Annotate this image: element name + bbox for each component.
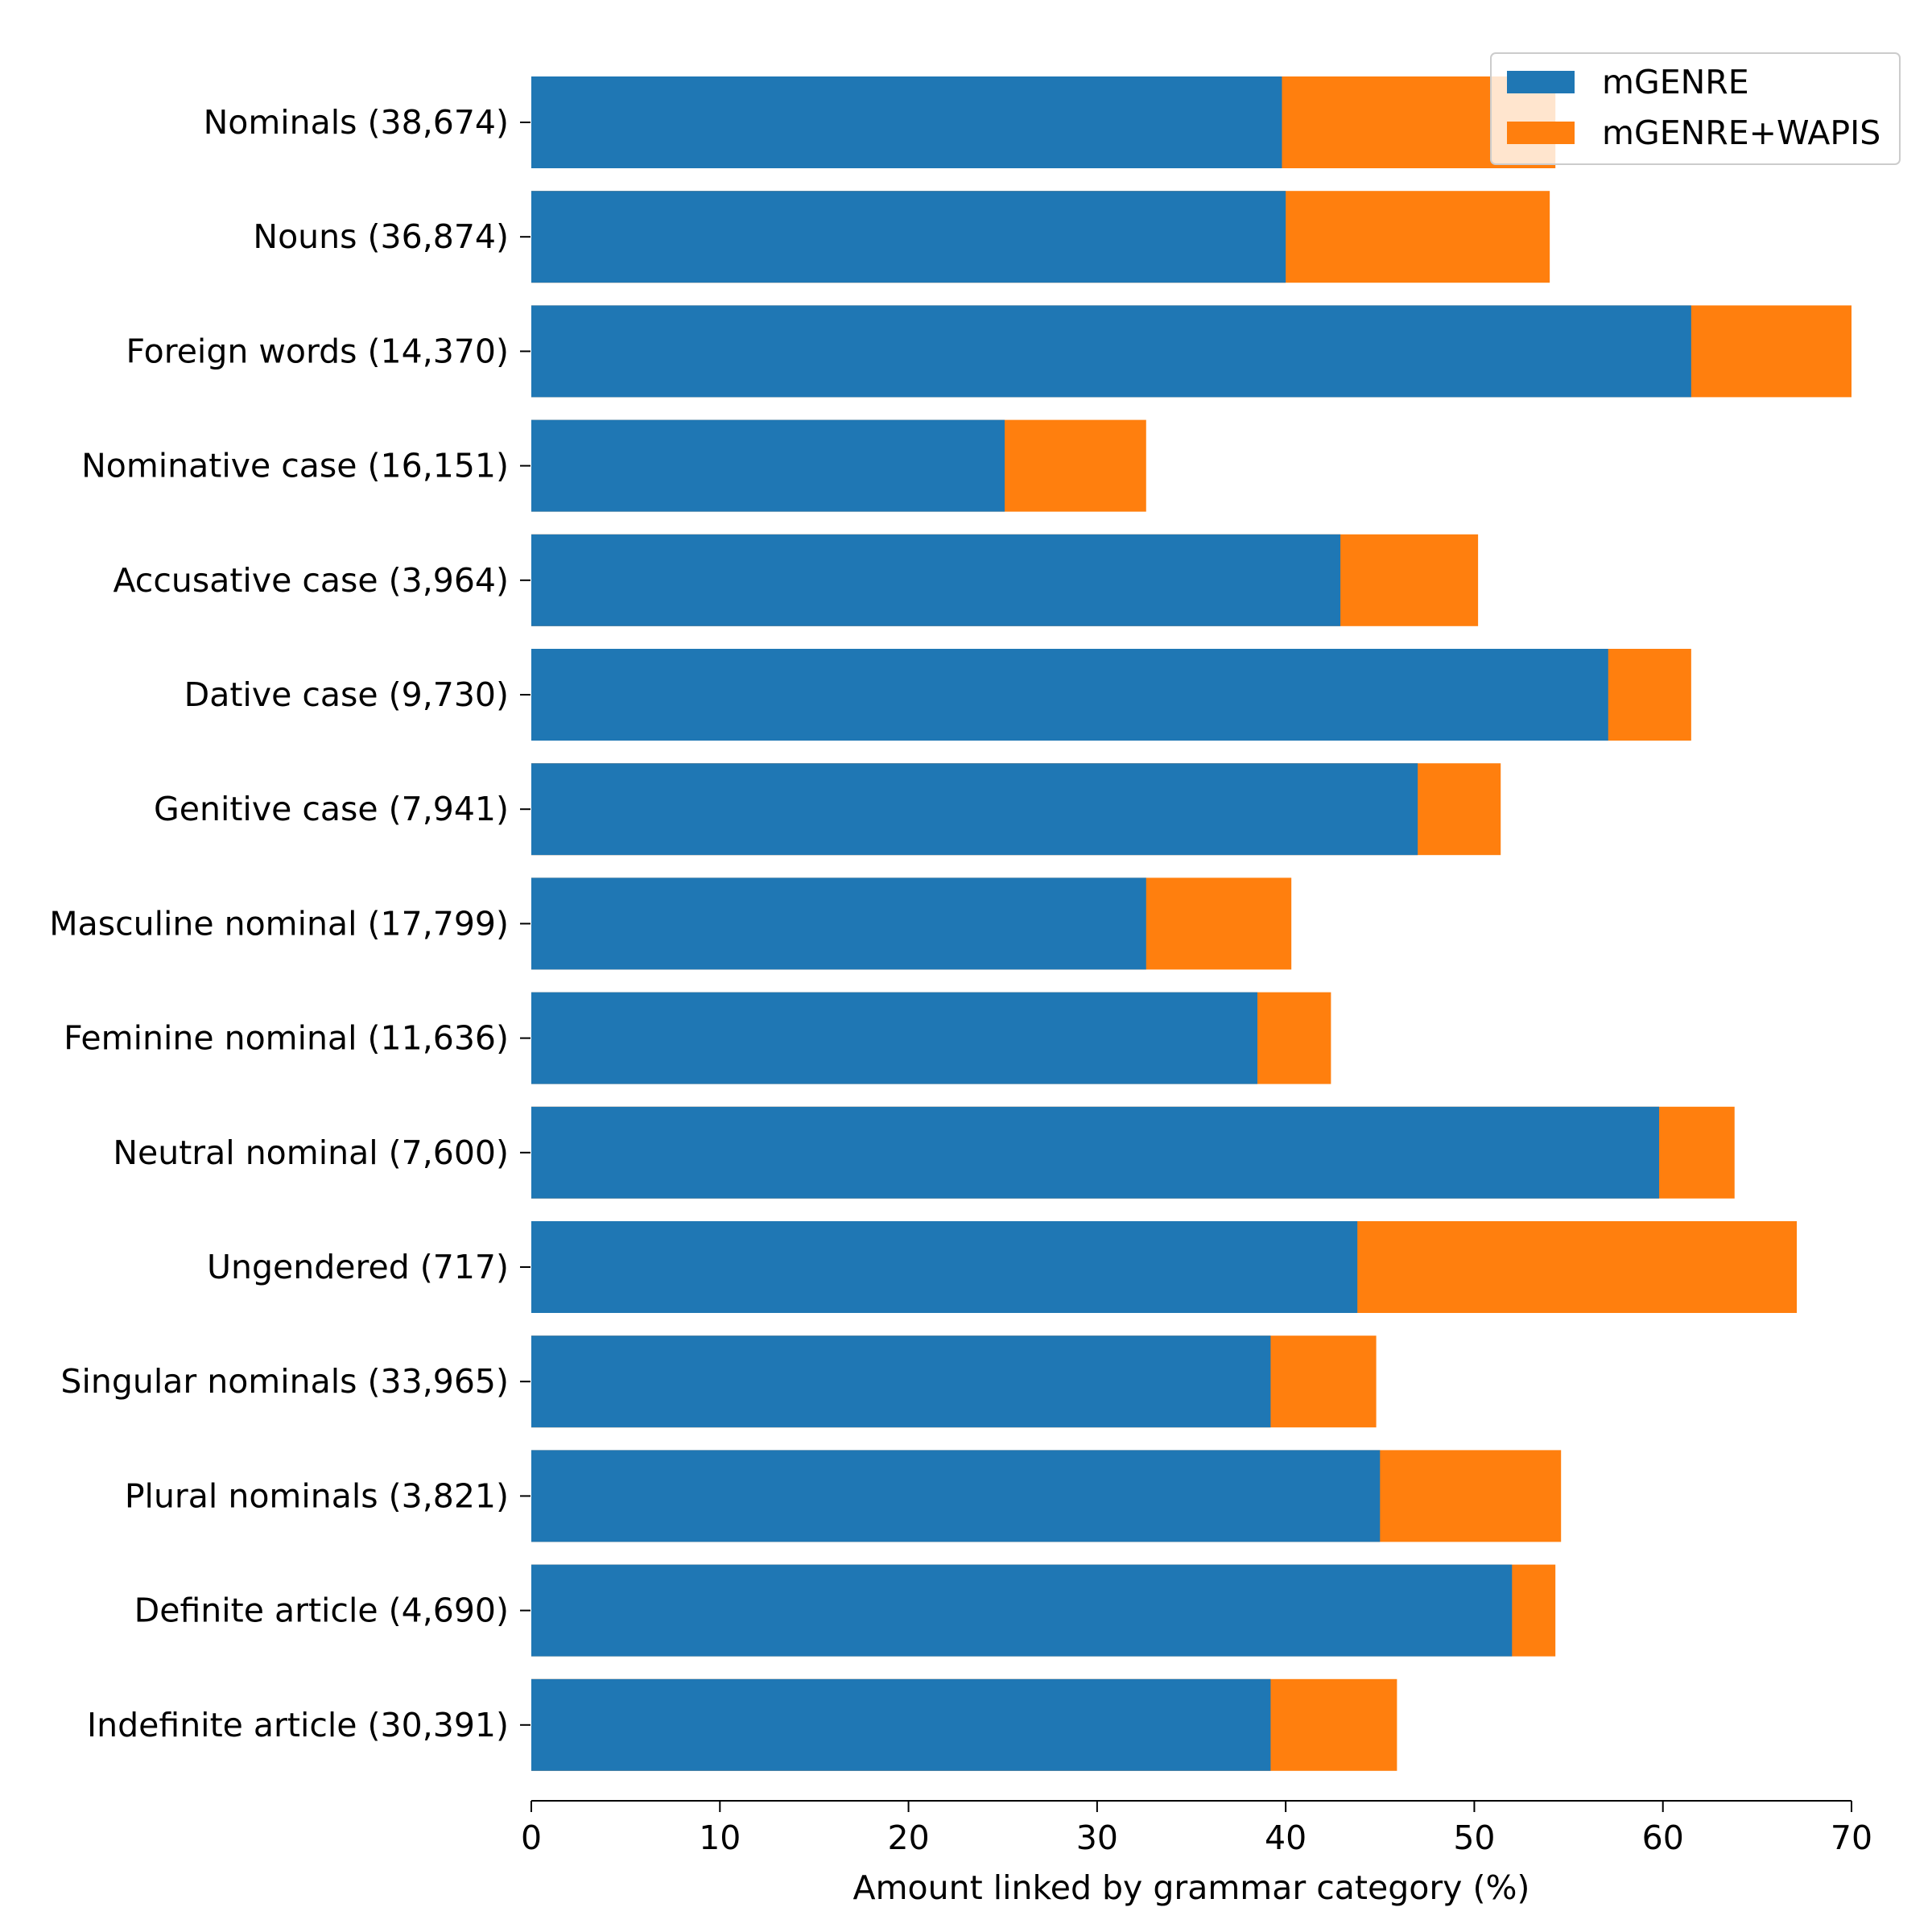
x-tick-label-10: 10 xyxy=(699,1818,741,1857)
legend-swatch-mgenre xyxy=(1507,71,1575,93)
y-axis: Nominals (38,674) Nouns (36,874) Foreign w… xyxy=(49,103,530,1744)
x-tick-label-0: 0 xyxy=(521,1818,542,1857)
bar-mgenre-ungendered xyxy=(531,1221,1358,1313)
y-tick-label-accusative-case: Accusative case (3,964) xyxy=(113,561,509,600)
x-tick-label-20: 20 xyxy=(887,1818,929,1857)
y-tick-label-feminine-nominal: Feminine nominal (11,636) xyxy=(64,1019,509,1058)
legend-label-mgenre: mGENRE xyxy=(1602,63,1749,101)
bar-mgenre-nouns xyxy=(531,191,1286,283)
legend-swatch-mgenre-wapis xyxy=(1507,122,1575,144)
y-tick-label-foreign-words: Foreign words (14,370) xyxy=(126,332,509,370)
legend-label-mgenre-wapis: mGENRE+WAPIS xyxy=(1602,114,1880,152)
legend-box xyxy=(1490,52,1901,165)
bar-mgenre-definite-article xyxy=(531,1564,1513,1657)
x-tick-label-60: 60 xyxy=(1642,1818,1684,1857)
bar-mgenre-nominative-case xyxy=(531,419,1005,512)
legend: mGENRE mGENRE+WAPIS xyxy=(1490,52,1901,165)
bar-mgenre-nominals xyxy=(531,76,1282,168)
y-tick-label-nominals: Nominals (38,674) xyxy=(204,103,509,142)
bar-mgenre-accusative-case xyxy=(531,534,1341,626)
bar-mgenre-masculine-nominal xyxy=(531,877,1146,970)
bar-mgenre-neutral-nominal xyxy=(531,1106,1660,1199)
y-tick-label-genitive-case: Genitive case (7,941) xyxy=(154,790,509,828)
bar-mgenre-dative-case xyxy=(531,649,1608,741)
y-tick-label-plural-nominals: Plural nominals (3,821) xyxy=(125,1476,509,1515)
bar-mgenre-plural-nominals xyxy=(531,1450,1381,1542)
x-axis-title: Amount linked by grammar category (%) xyxy=(853,1868,1530,1907)
y-tick-label-indefinite-article: Indefinite article (30,391) xyxy=(87,1706,509,1744)
bar-mgenre-singular-nominals xyxy=(531,1335,1271,1428)
bar-mgenre-indefinite-article xyxy=(531,1678,1271,1771)
y-tick-label-ungendered: Ungendered (717) xyxy=(207,1248,509,1286)
x-tick-label-50: 50 xyxy=(1453,1818,1495,1857)
bar-mgenre-genitive-case xyxy=(531,763,1418,856)
x-tick-label-40: 40 xyxy=(1265,1818,1307,1857)
y-tick-label-dative-case: Dative case (9,730) xyxy=(184,675,509,714)
x-tick-label-30: 30 xyxy=(1076,1818,1118,1857)
y-tick-label-definite-article: Definite article (4,690) xyxy=(134,1591,509,1630)
x-axis: 0 10 20 30 40 50 60 70 xyxy=(521,1800,1872,1857)
x-tick-label-70: 70 xyxy=(1831,1818,1872,1857)
bars-layer xyxy=(531,76,1852,1771)
y-tick-label-nominative-case: Nominative case (16,151) xyxy=(81,447,509,485)
y-tick-label-singular-nominals: Singular nominals (33,965) xyxy=(60,1362,509,1401)
y-tick-label-masculine-nominal: Masculine nominal (17,799) xyxy=(49,904,509,943)
y-tick-label-nouns: Nouns (36,874) xyxy=(253,217,509,256)
bar-mgenre-foreign-words xyxy=(531,305,1691,398)
y-tick-label-neutral-nominal: Neutral nominal (7,600) xyxy=(113,1133,509,1172)
bar-mgenre-feminine-nominal xyxy=(531,992,1257,1084)
